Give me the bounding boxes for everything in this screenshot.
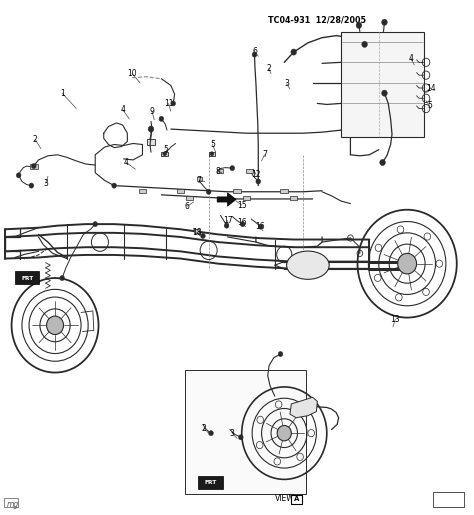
Bar (291, 196, 297, 200)
Text: 7: 7 (262, 150, 267, 159)
Ellipse shape (287, 251, 329, 279)
Circle shape (46, 316, 64, 335)
Circle shape (238, 435, 243, 440)
Circle shape (382, 19, 387, 25)
Text: VIEW: VIEW (275, 494, 294, 503)
Text: 5: 5 (210, 140, 215, 149)
Text: 3: 3 (284, 79, 289, 89)
Bar (292, 495, 302, 504)
Bar (341, 31, 424, 137)
Text: 18: 18 (192, 228, 201, 237)
Text: 6: 6 (252, 46, 257, 56)
Circle shape (201, 233, 205, 238)
Circle shape (29, 183, 34, 188)
Text: mg: mg (6, 500, 18, 508)
Bar (15, 271, 39, 284)
Circle shape (159, 116, 164, 122)
Bar (185, 370, 306, 494)
Bar (30, 164, 37, 169)
Text: 14: 14 (426, 83, 436, 93)
Circle shape (380, 160, 385, 165)
Circle shape (362, 41, 367, 47)
Bar (161, 152, 168, 156)
Text: 13: 13 (391, 315, 400, 323)
Bar (281, 188, 288, 193)
Bar (176, 188, 184, 193)
Bar (193, 229, 199, 233)
Circle shape (258, 224, 263, 229)
Circle shape (398, 253, 417, 274)
Circle shape (210, 152, 214, 156)
Circle shape (148, 126, 154, 132)
Circle shape (240, 221, 245, 227)
Bar (186, 196, 193, 200)
Text: FRT: FRT (204, 480, 217, 485)
Text: 5: 5 (164, 145, 169, 154)
Text: 5: 5 (428, 101, 432, 111)
Text: 8: 8 (216, 167, 220, 176)
Bar (433, 492, 464, 507)
Circle shape (206, 189, 211, 194)
Circle shape (31, 163, 36, 168)
Text: 16: 16 (255, 222, 264, 231)
Text: 1: 1 (60, 89, 64, 98)
Circle shape (209, 431, 213, 436)
Text: 17: 17 (223, 216, 232, 225)
Text: 7: 7 (197, 176, 201, 185)
Text: A: A (294, 496, 299, 503)
Circle shape (277, 425, 292, 441)
Text: 10: 10 (127, 69, 137, 78)
Bar (209, 152, 215, 156)
Bar (147, 140, 155, 145)
Bar (217, 168, 223, 173)
Circle shape (230, 165, 235, 170)
Text: TC04-931  12/28/2005: TC04-931 12/28/2005 (268, 15, 366, 24)
Circle shape (16, 173, 21, 178)
Circle shape (112, 183, 117, 188)
Circle shape (224, 223, 229, 228)
Text: 11: 11 (164, 99, 173, 108)
Polygon shape (290, 397, 318, 418)
Circle shape (382, 90, 387, 96)
Circle shape (163, 152, 166, 156)
Text: 16: 16 (237, 218, 246, 227)
Text: 15: 15 (237, 201, 246, 210)
Bar (233, 188, 241, 193)
Text: 12: 12 (251, 170, 261, 179)
Text: 6: 6 (185, 202, 190, 211)
Bar (243, 196, 250, 200)
Bar (246, 168, 253, 173)
Circle shape (252, 52, 257, 57)
Text: FRT: FRT (21, 276, 33, 281)
Text: 2: 2 (33, 135, 37, 144)
Bar (4, 499, 18, 507)
Text: 4: 4 (120, 105, 125, 114)
Circle shape (256, 179, 261, 184)
Bar (198, 476, 223, 489)
Circle shape (291, 49, 297, 55)
Text: 9: 9 (149, 107, 155, 116)
Text: 3: 3 (230, 428, 235, 438)
Bar (197, 177, 202, 181)
Circle shape (93, 221, 98, 227)
Circle shape (60, 276, 64, 281)
Text: 4: 4 (124, 158, 128, 167)
Text: 2: 2 (201, 423, 206, 433)
Circle shape (356, 22, 362, 28)
Text: 4: 4 (409, 54, 413, 63)
Bar (139, 188, 146, 193)
Text: 2: 2 (266, 64, 271, 73)
Circle shape (278, 352, 283, 356)
Text: 3: 3 (43, 179, 48, 187)
Circle shape (171, 101, 175, 106)
Polygon shape (217, 193, 236, 206)
